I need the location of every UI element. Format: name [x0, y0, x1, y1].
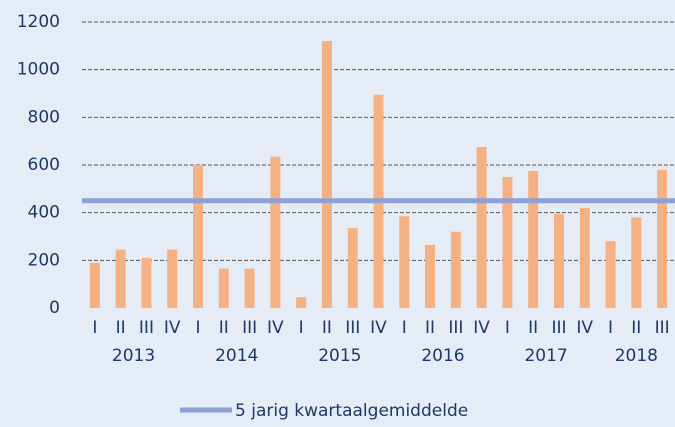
x-tick-label: III [345, 318, 360, 338]
x-group-label: 2017 [524, 346, 567, 366]
x-tick-label: III [242, 318, 257, 338]
x-tick-label: IV [164, 318, 181, 338]
bar [347, 228, 358, 308]
bar [605, 241, 616, 308]
x-tick-label: IV [267, 318, 284, 338]
bar [296, 297, 307, 308]
x-group-label: 2018 [615, 346, 658, 366]
y-tick-label: 400 [28, 203, 60, 223]
bar [476, 147, 487, 308]
bar [631, 217, 642, 308]
x-tick-label: III [448, 318, 463, 338]
bar [141, 257, 152, 308]
x-tick-label: I [402, 318, 407, 338]
x-tick-label: II [322, 318, 332, 338]
x-tick-label: II [425, 318, 435, 338]
y-tick-label: 1000 [17, 60, 60, 80]
x-tick-label: II [219, 318, 229, 338]
bar [244, 268, 255, 308]
bar [553, 213, 564, 308]
bar [502, 176, 513, 308]
x-tick-label: I [299, 318, 304, 338]
bar [321, 41, 332, 309]
bar [218, 268, 229, 308]
x-tick-label: II [631, 318, 641, 338]
y-tick-label: 0 [49, 298, 60, 318]
bar [270, 156, 281, 308]
bar [579, 207, 590, 308]
x-group-label: 2015 [318, 346, 361, 366]
x-tick-label: IV [473, 318, 490, 338]
x-group-label: 2014 [215, 346, 258, 366]
x-tick-label: III [655, 318, 670, 338]
bar [167, 249, 178, 308]
x-tick-label: III [551, 318, 566, 338]
legend-label: 5 jarig kwartaalgemiddelde [235, 401, 468, 421]
x-tick-label: II [528, 318, 538, 338]
x-tick-label: I [608, 318, 613, 338]
bar [89, 262, 100, 308]
bar [399, 216, 410, 308]
bar [425, 244, 436, 308]
x-tick-label: I [196, 318, 201, 338]
x-tick-label: III [139, 318, 154, 338]
y-tick-label: 1200 [17, 12, 60, 32]
x-group-label: 2013 [112, 346, 155, 366]
bar [115, 249, 126, 308]
bar [193, 165, 204, 308]
y-tick-label: 600 [28, 155, 60, 175]
x-tick-label: IV [576, 318, 593, 338]
x-tick-label: II [116, 318, 126, 338]
bar [528, 170, 539, 308]
y-tick-label: 200 [28, 250, 60, 270]
x-tick-label: IV [370, 318, 387, 338]
bar [657, 169, 668, 308]
y-tick-label: 800 [28, 107, 60, 127]
bar [450, 231, 461, 308]
x-group-label: 2016 [421, 346, 464, 366]
x-tick-label: I [92, 318, 97, 338]
x-tick-label: I [505, 318, 510, 338]
